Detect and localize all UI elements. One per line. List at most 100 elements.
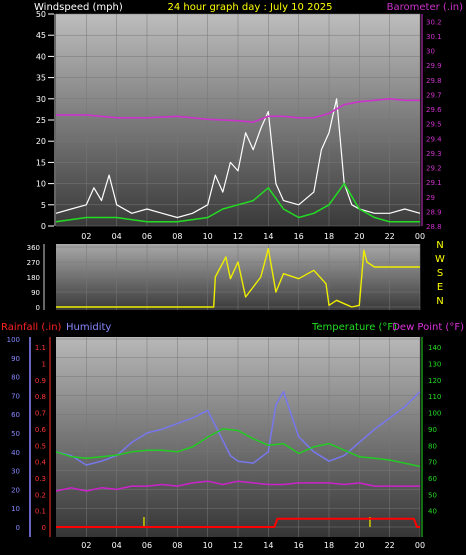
windspeed-gust-line [55, 98, 421, 219]
humidity-tick-label: 40 [11, 449, 20, 457]
climate-x-tick-label: 16 [294, 541, 304, 550]
barometer-tick-label: 29.7 [426, 91, 442, 99]
temperature-tick-label: 50 [428, 491, 437, 499]
barometer-tick-label: 30 [426, 48, 435, 56]
barometer-tick-label: 28.9 [426, 208, 442, 216]
barometer-tick-label: 29.5 [426, 121, 442, 129]
wind-x-tick-label: 20 [354, 232, 364, 241]
windspeed-tick-label: 0 [41, 222, 46, 231]
windspeed-tick-label: 30 [36, 95, 46, 104]
barometer-line [56, 98, 420, 123]
wind-x-tick-label: 00 [415, 232, 425, 241]
climate-x-tick-label: 22 [385, 541, 395, 550]
compass-label: N [436, 296, 443, 307]
wind-x-tick-label: 08 [172, 232, 182, 241]
rainfall-tick-label: 1.1 [35, 344, 46, 352]
climate-x-tick-label: 08 [172, 541, 182, 550]
climate-x-tick-label: 02 [81, 541, 91, 550]
data-series [55, 98, 421, 528]
climate-x-tick-label: 20 [354, 541, 364, 550]
windspeed-average-line [55, 182, 420, 223]
humidity-tick-label: 20 [11, 486, 20, 494]
climate-x-tick-label: 04 [112, 541, 122, 550]
temperature-tick-label: 130 [428, 361, 441, 369]
wind-x-tick-label: 14 [263, 232, 273, 241]
windspeed-tick-label: 50 [36, 10, 46, 19]
climate-x-tick-label: 06 [142, 541, 152, 550]
windspeed-tick-label: 5 [41, 201, 46, 210]
temperature-line [55, 428, 421, 468]
climate-x-tick-label: 10 [203, 541, 213, 550]
barometer-tick-label: 29.9 [426, 62, 442, 70]
temperature-tick-label: 100 [428, 410, 441, 418]
barometer-tick-label: 29.6 [426, 106, 442, 114]
rainfall-tick-label: 0.9 [35, 377, 46, 385]
temperature-tick-label: 90 [428, 426, 437, 434]
temperature-tick-label: 120 [428, 377, 441, 385]
dewpoint-line [55, 480, 420, 492]
wind-x-tick-label: 04 [112, 232, 122, 241]
humidity-tick-label: 50 [11, 430, 20, 438]
barometer-tick-label: 29 [426, 194, 435, 202]
climate-x-tick-label: 00 [415, 541, 425, 550]
humidity-tick-label: 80 [11, 374, 20, 382]
climate-x-tick-label: 18 [324, 541, 334, 550]
windspeed-tick-label: 15 [36, 158, 46, 167]
direction-tick-label: 360 [27, 244, 40, 252]
humidity-tick-label: 100 [7, 336, 20, 344]
wind-x-tick-label: 10 [203, 232, 213, 241]
rainfall-tick-label: 0.7 [35, 410, 46, 418]
temperature-tick-label: 110 [428, 393, 441, 401]
direction-tick-label: 270 [27, 259, 40, 267]
tick-labels: 0510152025303540455028.828.92929.129.229… [7, 10, 445, 550]
humidity-tick-label: 70 [11, 392, 20, 400]
barometer-tick-label: 29.1 [426, 179, 442, 187]
barometer-tick-label: 28.8 [426, 223, 442, 231]
wind-x-tick-label: 12 [233, 232, 243, 241]
compass-label: S [437, 268, 443, 279]
wind-x-tick-label: 06 [142, 232, 152, 241]
wind-x-tick-label: 18 [324, 232, 334, 241]
humidity-tick-label: 30 [11, 468, 20, 476]
barometer-tick-label: 29.2 [426, 165, 442, 173]
windspeed-tick-label: 35 [36, 74, 46, 83]
humidity-line [55, 390, 421, 466]
windspeed-axis-title: Windspeed (mph) [34, 2, 123, 13]
rainfall-tick-label: 0.4 [35, 459, 47, 467]
humidity-axis-title: Humidity [66, 322, 111, 333]
barometer-axis-title: Barometer (.in) [387, 2, 463, 13]
rainfall-tick-label: 0.2 [35, 491, 46, 499]
chart-title: 24 hour graph day : July 10 2025 [167, 2, 332, 13]
windspeed-tick-label: 10 [36, 180, 46, 189]
direction-tick-label: 0 [36, 304, 40, 312]
barometer-tick-label: 30.1 [426, 33, 442, 41]
wind-x-tick-label: 22 [385, 232, 395, 241]
wind-x-tick-label: 16 [294, 232, 304, 241]
rainfall-tick-label: 1 [42, 361, 46, 369]
rainfall-tick-label: 0.3 [35, 475, 46, 483]
windspeed-tick-label: 40 [36, 52, 46, 61]
windspeed-tick-label: 25 [36, 116, 46, 125]
humidity-tick-label: 60 [11, 411, 20, 419]
barometer-tick-label: 30.2 [426, 18, 442, 26]
rainfall-tick-label: 0 [42, 524, 46, 532]
climate-x-tick-label: 14 [263, 541, 273, 550]
humidity-tick-label: 10 [11, 505, 20, 513]
compass-label: E [437, 282, 443, 293]
wind-direction-line [56, 248, 420, 308]
dewpoint-axis-title: Dew Point (°F) [392, 322, 464, 333]
rainfall-tick-label: 0.5 [35, 442, 46, 450]
direction-tick-label: 180 [27, 274, 40, 282]
compass-label: N [436, 240, 443, 251]
temperature-tick-label: 140 [428, 344, 441, 352]
windspeed-tick-label: 20 [36, 137, 46, 146]
temperature-tick-label: 60 [428, 475, 437, 483]
temperature-axis-title: Temperature (°F) [311, 322, 397, 333]
climate-x-tick-label: 12 [233, 541, 243, 550]
rainfall-axis-title: Rainfall (.in) [1, 322, 62, 333]
barometer-tick-label: 29.4 [426, 135, 442, 143]
compass-label: W [435, 254, 445, 265]
humidity-tick-label: 0 [16, 524, 20, 532]
humidity-tick-label: 90 [11, 355, 20, 363]
